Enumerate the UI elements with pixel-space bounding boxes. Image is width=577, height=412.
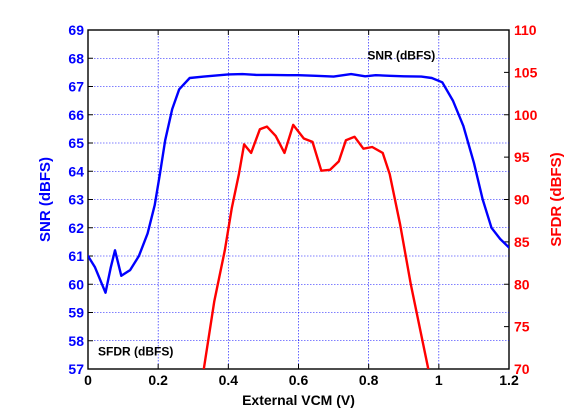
y-right-tick-label: 75 bbox=[514, 319, 530, 335]
y-left-tick-label: 64 bbox=[68, 163, 84, 179]
y-left-tick-label: 62 bbox=[68, 220, 84, 236]
sfdr-annotation: SFDR (dBFS) bbox=[98, 344, 173, 358]
y-left-tick-label: 60 bbox=[68, 276, 84, 292]
annotations: SNR (dBFS) SFDR (dBFS) bbox=[98, 48, 435, 358]
y-right-tick-label: 70 bbox=[514, 361, 530, 377]
y-left-tick-label: 58 bbox=[68, 333, 84, 349]
y-axis-right-title: SFDR (dBFS) bbox=[548, 152, 565, 246]
axis-ticks bbox=[87, 29, 510, 370]
y-left-tick-label: 67 bbox=[68, 79, 84, 95]
y-left-tick-label: 63 bbox=[68, 192, 84, 208]
y-right-tick-label: 110 bbox=[514, 22, 537, 38]
x-axis-title: External VCM (V) bbox=[242, 392, 355, 408]
series-layer bbox=[88, 72, 509, 369]
y-right-tick-label: 100 bbox=[514, 107, 538, 123]
y-axis-left-title: SNR (dBFS) bbox=[37, 157, 54, 242]
y-right-tick-label: 90 bbox=[514, 192, 530, 208]
x-tick-label: 0.6 bbox=[289, 372, 309, 388]
sfdr-series-line bbox=[202, 123, 430, 369]
x-tick-label: 0.8 bbox=[359, 372, 379, 388]
y-left-tick-label: 57 bbox=[68, 361, 84, 377]
snr-annotation: SNR (dBFS) bbox=[367, 48, 435, 62]
y-right-tick-label: 105 bbox=[514, 64, 538, 80]
y-left-tick-label: 68 bbox=[68, 50, 84, 66]
x-tick-label: 0 bbox=[84, 372, 92, 388]
x-tick-label: 1.2 bbox=[499, 372, 519, 388]
snr-series-line bbox=[88, 72, 509, 294]
y-left-tick-label: 65 bbox=[68, 135, 84, 151]
x-tick-label: 0.2 bbox=[148, 372, 168, 388]
y-right-tick-label: 80 bbox=[514, 276, 530, 292]
y-left-tick-label: 59 bbox=[68, 305, 84, 321]
y-right-tick-label: 85 bbox=[514, 234, 530, 250]
tick-labels: 0 0.2 0.4 0.6 0.8 1 1.2 57 58 59 60 61 62 63 64 65 66 67 6… bbox=[68, 22, 537, 388]
y-right-tick-label: 95 bbox=[514, 149, 530, 165]
grid bbox=[88, 30, 509, 369]
x-tick-label: 0.4 bbox=[219, 372, 239, 388]
x-tick-label: 1 bbox=[435, 372, 443, 388]
y-left-tick-label: 69 bbox=[68, 22, 84, 38]
y-left-tick-label: 66 bbox=[68, 107, 84, 123]
y-left-tick-label: 61 bbox=[68, 248, 84, 264]
